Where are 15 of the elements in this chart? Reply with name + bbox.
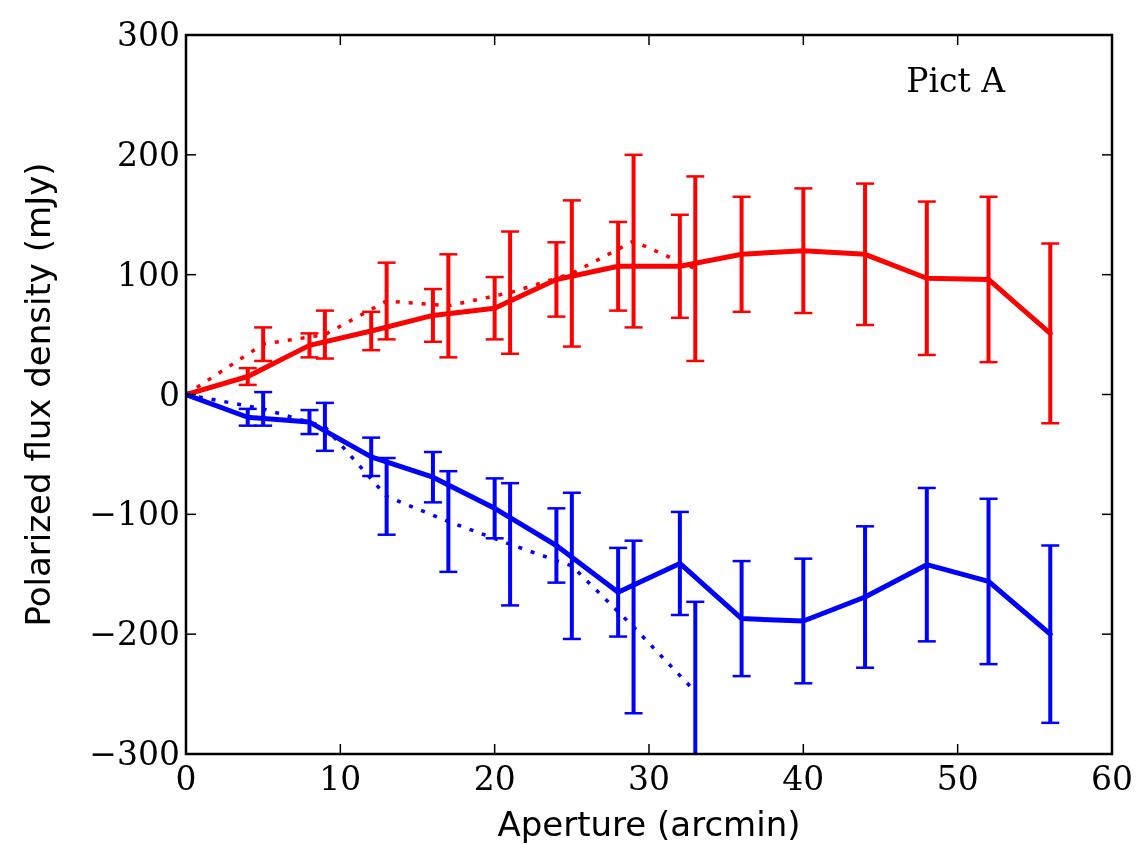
annotation: Pict A (906, 61, 1007, 100)
x-tick-label: 60 (1091, 759, 1133, 798)
y-tick-label: 200 (117, 134, 180, 174)
x-tick-label: 40 (782, 759, 825, 798)
y-tick-label: 300 (117, 15, 180, 54)
y-tick-label: −100 (89, 494, 180, 534)
x-tick-label: 10 (319, 759, 362, 798)
x-tick-label: 20 (473, 759, 516, 798)
y-tick-label: 0 (159, 374, 180, 414)
y-tick-label: −200 (89, 614, 180, 654)
x-axis-title: Aperture (arcmin) (497, 804, 801, 844)
x-tick-label: 50 (936, 759, 979, 798)
x-tick-label: 30 (628, 759, 670, 798)
y-tick-label: 100 (117, 254, 180, 294)
y-axis-title: Polarized flux density (mJy) (18, 162, 58, 627)
